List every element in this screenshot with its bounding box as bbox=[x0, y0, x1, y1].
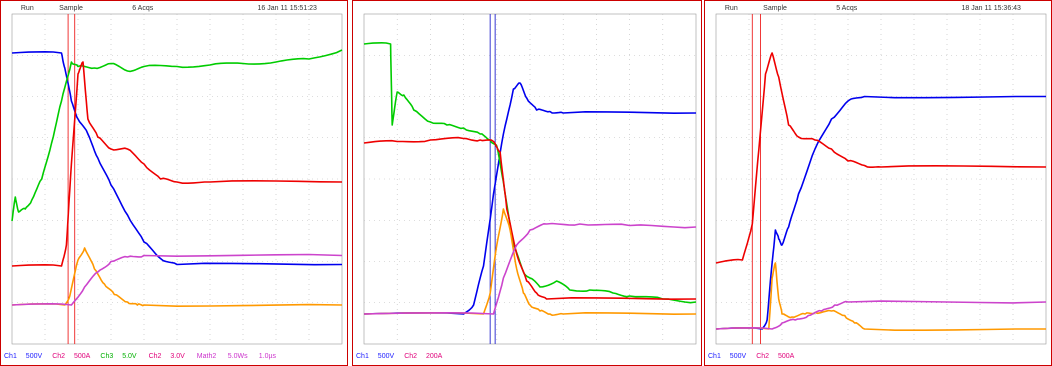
footer-text-2: Ch2 bbox=[52, 353, 65, 360]
scope-panel-2: Ch1 500V Ch2 200A bbox=[352, 0, 702, 366]
footer-text-0: Ch1 bbox=[4, 353, 17, 360]
footer-text-0: Ch1 bbox=[708, 353, 721, 360]
scope-plot-2: Ch1 500V Ch2 200A bbox=[352, 0, 702, 366]
footer-text-9: 5.0Ws bbox=[228, 353, 248, 360]
header-text-2: 6 Acqs bbox=[132, 5, 154, 12]
header-text-1: Sample bbox=[763, 5, 787, 12]
grid bbox=[716, 14, 1046, 344]
footer-text-3: 500A bbox=[778, 353, 795, 360]
trace-series-4 bbox=[363, 222, 697, 315]
footer-text-4: Ch3 bbox=[100, 353, 113, 360]
footer-text-2: Ch2 bbox=[404, 353, 417, 360]
grid bbox=[364, 14, 696, 344]
footer-text-2: Ch2 bbox=[756, 353, 769, 360]
scope-panel-3: Run Sample 5 Acqs 18 Jan 11 15:36:43 Ch1 500V… bbox=[704, 0, 1052, 366]
header-text-2: 5 Acqs bbox=[836, 5, 858, 12]
scope-panel-1: Run Sample 6 Acqs 16 Jan 11 15:51:23 Ch1 500V… bbox=[0, 0, 348, 366]
trace-series-3 bbox=[715, 300, 1047, 330]
trace-series-1 bbox=[715, 52, 1047, 264]
trace-series-0 bbox=[715, 95, 1046, 330]
grid bbox=[12, 14, 342, 344]
scope-plot-1: Run Sample 6 Acqs 16 Jan 11 15:51:23 Ch1 500V… bbox=[0, 0, 348, 366]
footer-text-8: Math2 bbox=[197, 353, 217, 360]
panel-frame bbox=[352, 0, 702, 366]
trace-series-1 bbox=[363, 42, 697, 304]
trace-series-0 bbox=[11, 51, 343, 266]
footer-text-0: Ch1 bbox=[356, 353, 369, 360]
trace-series-2 bbox=[363, 136, 697, 300]
footer-text-5: 5.0V bbox=[122, 353, 137, 360]
header-text-1: Sample bbox=[59, 5, 83, 12]
trace-series-3 bbox=[11, 247, 343, 307]
footer-text-3: 500A bbox=[74, 353, 91, 360]
trace-series-4 bbox=[11, 253, 343, 306]
trace-series-3 bbox=[363, 208, 697, 316]
header-text-0: Run bbox=[21, 5, 34, 12]
footer-text-10: 1.0µs bbox=[259, 353, 277, 360]
footer-text-1: 500V bbox=[378, 353, 395, 360]
trace-series-2 bbox=[11, 61, 343, 267]
footer-text-6: Ch2 bbox=[149, 353, 162, 360]
header-text-3: 18 Jan 11 15:36:43 bbox=[962, 5, 1022, 12]
footer-text-7: 3.0V bbox=[170, 353, 185, 360]
footer-text-1: 500V bbox=[26, 353, 43, 360]
footer-text-1: 500V bbox=[730, 353, 747, 360]
panel-frame bbox=[704, 0, 1052, 366]
scope-plot-3: Run Sample 5 Acqs 18 Jan 11 15:36:43 Ch1 500V… bbox=[704, 0, 1052, 366]
footer-text-3: 200A bbox=[426, 353, 443, 360]
trace-series-2 bbox=[715, 262, 1046, 331]
header-text-3: 16 Jan 11 15:51:23 bbox=[258, 5, 318, 12]
trace-series-1 bbox=[11, 49, 343, 222]
trace-series-0 bbox=[363, 82, 697, 315]
header-text-0: Run bbox=[725, 5, 738, 12]
